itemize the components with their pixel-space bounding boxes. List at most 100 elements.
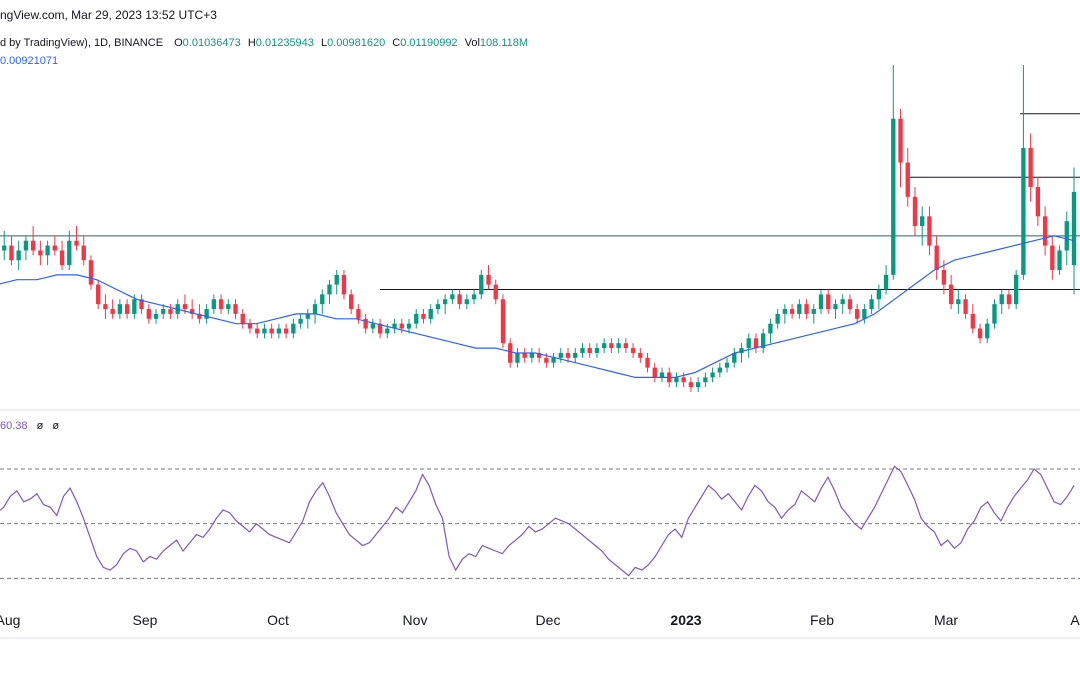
candle-body[interactable] [392, 323, 397, 329]
candle-body[interactable] [197, 313, 202, 319]
candle-body[interactable] [305, 313, 310, 319]
candle-body[interactable] [573, 352, 578, 358]
candle-body[interactable] [970, 313, 975, 329]
candle-body[interactable] [38, 250, 43, 256]
candle-body[interactable] [493, 284, 498, 300]
candle-body[interactable] [746, 338, 751, 349]
candle-body[interactable] [2, 245, 7, 251]
candle-body[interactable] [840, 299, 845, 305]
candle-body[interactable] [471, 294, 477, 300]
candle-body[interactable] [479, 274, 484, 295]
candle-body[interactable] [124, 304, 130, 314]
candle-body[interactable] [240, 313, 245, 324]
candle-body[interactable] [898, 118, 903, 163]
candle-body[interactable] [659, 372, 665, 378]
moving-average-line[interactable] [0, 235, 1075, 378]
candle-body[interactable] [811, 309, 816, 314]
candle-body[interactable] [428, 309, 433, 319]
candle-body[interactable] [9, 245, 14, 261]
candle-body[interactable] [16, 250, 21, 261]
candle-body[interactable] [1057, 250, 1062, 270]
candle-body[interactable] [739, 348, 744, 353]
candle-body[interactable] [609, 343, 614, 349]
candle-body[interactable] [486, 274, 491, 285]
candle-body[interactable] [703, 377, 708, 383]
candle-body[interactable] [110, 309, 115, 314]
candle-body[interactable] [854, 309, 860, 319]
candle-body[interactable] [544, 357, 549, 363]
candle-body[interactable] [934, 245, 939, 270]
candle-body[interactable] [81, 245, 86, 261]
candle-body[interactable] [782, 309, 788, 314]
candle-body[interactable] [724, 362, 730, 368]
candle-body[interactable] [283, 328, 289, 334]
candle-body[interactable] [457, 294, 462, 305]
candle-body[interactable] [385, 328, 390, 334]
candle-body[interactable] [153, 313, 159, 319]
candle-body[interactable] [601, 343, 607, 349]
candle-body[interactable] [833, 304, 838, 310]
candle-body[interactable] [226, 304, 231, 310]
candle-body[interactable] [565, 352, 571, 358]
candle-body[interactable] [522, 352, 527, 358]
candle-body[interactable] [761, 333, 766, 349]
candle-body[interactable] [804, 304, 809, 314]
candle-body[interactable] [377, 323, 383, 334]
candle-body[interactable] [826, 294, 831, 310]
candle-body[interactable] [695, 382, 701, 388]
candle-body[interactable] [645, 357, 650, 368]
candle-body[interactable] [23, 240, 29, 251]
candle-body[interactable] [45, 245, 50, 256]
candle-body[interactable] [920, 216, 925, 227]
rsi-line[interactable] [0, 465, 1075, 577]
candle-body[interactable] [399, 323, 404, 329]
candle-body[interactable] [233, 304, 238, 314]
candle-body[interactable] [269, 328, 274, 334]
candle-body[interactable] [1071, 191, 1077, 266]
candle-body[interactable] [847, 299, 853, 310]
candle-body[interactable] [977, 328, 983, 339]
candle-body[interactable] [204, 309, 209, 319]
candle-body[interactable] [551, 357, 556, 363]
candle-body[interactable] [616, 343, 621, 349]
candle-body[interactable] [435, 304, 441, 310]
candle-body[interactable] [753, 338, 759, 349]
candle-body[interactable] [1014, 274, 1019, 305]
candle-body[interactable] [291, 323, 296, 334]
candle-body[interactable] [732, 352, 737, 363]
candle-body[interactable] [508, 343, 513, 363]
candle-body[interactable] [88, 260, 94, 285]
candle-body[interactable] [789, 309, 795, 314]
candle-body[interactable] [168, 309, 173, 314]
candle-body[interactable] [992, 304, 997, 324]
candle-body[interactable] [450, 294, 455, 300]
candle-body[interactable] [356, 309, 361, 319]
candle-body[interactable] [1042, 216, 1048, 246]
candle-body[interactable] [775, 313, 780, 324]
candle-body[interactable] [298, 318, 303, 324]
candle-body[interactable] [74, 240, 79, 246]
candle-body[interactable] [876, 289, 882, 300]
candle-body[interactable] [341, 274, 347, 295]
candle-body[interactable] [1006, 294, 1012, 305]
candle-body[interactable] [132, 299, 137, 314]
candle-body[interactable] [558, 352, 563, 358]
candle-body[interactable] [674, 377, 679, 383]
candle-body[interactable] [536, 352, 542, 358]
candle-body[interactable] [710, 372, 715, 378]
candle-body[interactable] [1028, 147, 1033, 188]
candle-body[interactable] [96, 284, 101, 305]
candle-body[interactable] [717, 367, 722, 373]
candle-body[interactable] [529, 352, 535, 358]
candle-body[interactable] [52, 245, 57, 251]
candle-body[interactable] [262, 328, 267, 334]
candle-body[interactable] [891, 118, 896, 275]
candle-body[interactable] [464, 299, 470, 305]
candle-body[interactable] [414, 313, 419, 324]
candle-body[interactable] [1050, 245, 1055, 270]
candle-body[interactable] [363, 318, 368, 329]
candle-body[interactable] [580, 348, 585, 353]
candle-body[interactable] [1035, 187, 1041, 217]
candle-body[interactable] [59, 250, 65, 266]
